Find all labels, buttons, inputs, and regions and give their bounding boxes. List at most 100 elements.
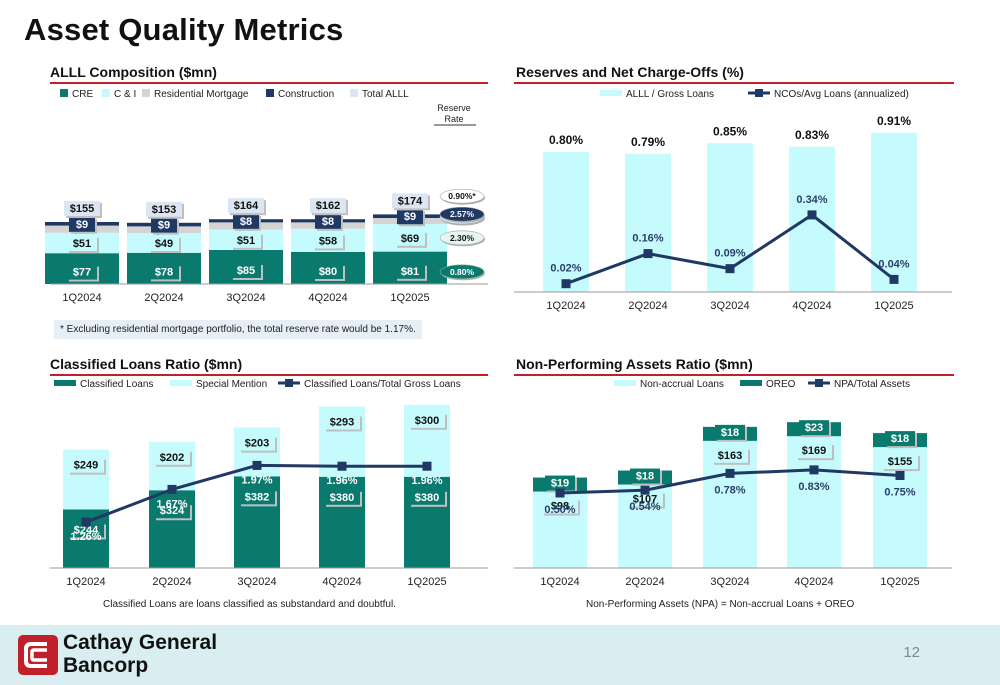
- data-label-oreo-3q2024-box: [715, 424, 745, 440]
- data-label-total-1q2025: $174: [398, 195, 423, 207]
- data-label-classified-4q2024-box: [324, 489, 360, 505]
- data-label-special-mention-4q2024: $293: [330, 416, 354, 428]
- x-tick-label-1q2025: 1Q2025: [874, 300, 913, 312]
- x-tick-label-3q2024: 3Q2024: [710, 300, 749, 312]
- x-tick-label-1q2025: 1Q2025: [390, 292, 429, 304]
- line-label-1q2025: 1.96%: [411, 475, 442, 487]
- data-label-ci-1q2024-box: [67, 236, 97, 251]
- data-label-construction-1q2025: $9: [404, 211, 416, 223]
- data-label-special-mention-4q2024-box: [324, 414, 360, 430]
- allll-chart-title: ALLL Composition ($mn): [50, 64, 217, 80]
- point-classified-ratio-1q2024: [81, 517, 91, 527]
- reserve-rate-label-1: 2.30%: [450, 233, 475, 243]
- data-label-construction-1q2024-box: [69, 216, 95, 232]
- data-label-special-mention-1q2024-box: [68, 457, 104, 473]
- legend-label-c-i: C & I: [114, 89, 136, 100]
- x-tick-label-2q2024: 2Q2024: [628, 300, 667, 312]
- data-label-cre-2q2024-box: [149, 264, 179, 280]
- classified-loans-chart: Classified Loans Special Mention Classifie…: [50, 379, 488, 588]
- reserve-rate-bubble-1: [439, 230, 485, 246]
- data-label-classified-1q2024-box: [68, 522, 104, 538]
- data-label-ci-1q2024: $51: [73, 238, 91, 250]
- legend-label-ncos-avg-loans-annualized: NCOs/Avg Loans (annualized): [774, 89, 909, 100]
- legend-label-non-accrual-loans: Non-accrual Loans: [640, 379, 724, 390]
- data-label-non-accrual-3q2024-box: [712, 447, 748, 463]
- legend-swatch-residential-mortgage: [142, 89, 150, 97]
- logo-line-1: Cathay General: [63, 631, 218, 654]
- point-ncos-3q2024: [725, 264, 735, 274]
- legend-label-npa-total-assets: NPA/Total Assets: [834, 379, 910, 390]
- reserve-rate-label-3: 2.57%: [450, 209, 475, 219]
- legend-label-construction: Construction: [278, 89, 334, 100]
- data-label-oreo-1q2024-box: [545, 475, 575, 491]
- line-label-2q2024: 0.54%: [629, 501, 660, 513]
- data-label-non-accrual-2q2024: $107: [633, 494, 657, 506]
- data-label-cre-4q2024-box: [313, 264, 343, 279]
- legend-swatch-construction: [266, 89, 274, 97]
- legend-label-classified-loans-total-gross-loans: Classified Loans/Total Gross Loans: [304, 379, 461, 390]
- point-ncos-2q2024: [643, 249, 653, 259]
- data-label-classified-2q2024-box: [154, 503, 190, 519]
- x-tick-label-2q2024: 2Q2024: [144, 292, 183, 304]
- data-label-oreo-2q2024: $18: [636, 471, 654, 483]
- allll-composition-chart: CRE C & I Residential Mortgage Construction…: [45, 89, 488, 304]
- line-label-4q2024: 1.96%: [326, 475, 357, 487]
- reserve-rate-header-line1: Reserve: [437, 103, 471, 113]
- data-label-construction-3q2024: $8: [240, 216, 252, 228]
- data-label-non-accrual-4q2024-box: [796, 443, 832, 459]
- bar-alll-gross-loans-2q2024: [625, 153, 671, 292]
- line-label-3q2024: 0.78%: [714, 484, 745, 496]
- npa-title-rule: [514, 374, 954, 376]
- data-label-cre-1q2025-box: [395, 263, 425, 279]
- line-label-1q2024: 0.50%: [544, 504, 575, 516]
- data-label-special-mention-1q2024: $249: [74, 460, 98, 472]
- data-label-oreo-1q2025-box: [885, 431, 915, 447]
- data-label-special-mention-1q2025-box: [409, 412, 445, 428]
- line-label-4q2024: 0.83%: [798, 481, 829, 493]
- npa-chart-title: Non-Performing Assets Ratio ($mn): [516, 356, 753, 372]
- x-tick-label-2q2024: 2Q2024: [152, 576, 191, 588]
- x-tick-label-4q2024: 4Q2024: [794, 576, 833, 588]
- data-label-oreo-1q2024: $19: [551, 478, 569, 490]
- legend-marker-npa-total-assets: [815, 379, 823, 387]
- data-label-ci-4q2024-box: [313, 233, 343, 249]
- point-npa-ratio-2q2024: [640, 485, 650, 495]
- data-label-classified-1q2025: $380: [415, 492, 439, 504]
- data-label-cre-4q2024: $80: [319, 266, 337, 278]
- x-tick-label-1q2025: 1Q2025: [407, 576, 446, 588]
- point-ncos-1q2024: [561, 279, 571, 289]
- data-label-total-1q2024-box: [64, 201, 100, 216]
- data-label-special-mention-2q2024: $202: [160, 452, 184, 464]
- legend-marker-classified-loans-total-gross-loans: [285, 379, 293, 387]
- footer-band: [0, 625, 1000, 685]
- bar-label-1q2025: 0.91%: [877, 114, 911, 128]
- data-label-oreo-4q2024: $23: [805, 422, 823, 434]
- data-label-construction-2q2024: $9: [158, 220, 170, 232]
- data-label-total-1q2025-box: [392, 193, 428, 209]
- bar-label-4q2024: 0.83%: [795, 128, 829, 142]
- data-label-cre-1q2024: $77: [73, 267, 91, 279]
- legend-label-residential-mortgage: Residential Mortgage: [154, 89, 249, 100]
- data-label-ci-1q2025-box: [395, 230, 425, 246]
- x-tick-label-1q2024: 1Q2024: [66, 576, 105, 588]
- reserves-title-rule: [514, 82, 954, 84]
- legend-swatch-non-accrual-loans: [614, 380, 636, 386]
- allll-title-rule: [50, 82, 488, 84]
- data-label-total-2q2024: $153: [152, 204, 176, 216]
- point-classified-ratio-4q2024: [337, 461, 347, 471]
- data-label-ci-3q2024: $51: [237, 235, 255, 247]
- data-label-construction-3q2024-box: [233, 213, 259, 229]
- data-label-construction-4q2024: $8: [322, 216, 334, 228]
- data-label-cre-2q2024: $78: [155, 266, 173, 278]
- point-ncos-1q2025: [889, 274, 899, 284]
- legend-marker-ncos-avg-loans-annualized: [755, 89, 763, 97]
- reserves-chart-title: Reserves and Net Charge-Offs (%): [516, 64, 744, 80]
- reserve-rate-bubble-4: [439, 188, 485, 204]
- point-npa-ratio-4q2024: [809, 465, 819, 475]
- legend-label-total-alll: Total ALLL: [362, 89, 409, 100]
- x-tick-label-3q2024: 3Q2024: [710, 576, 749, 588]
- data-label-ci-2q2024-box: [149, 236, 179, 251]
- data-label-cre-1q2024-box: [67, 264, 97, 280]
- page-number: 12: [903, 644, 920, 661]
- line-label-2q2024: 1.67%: [156, 498, 187, 510]
